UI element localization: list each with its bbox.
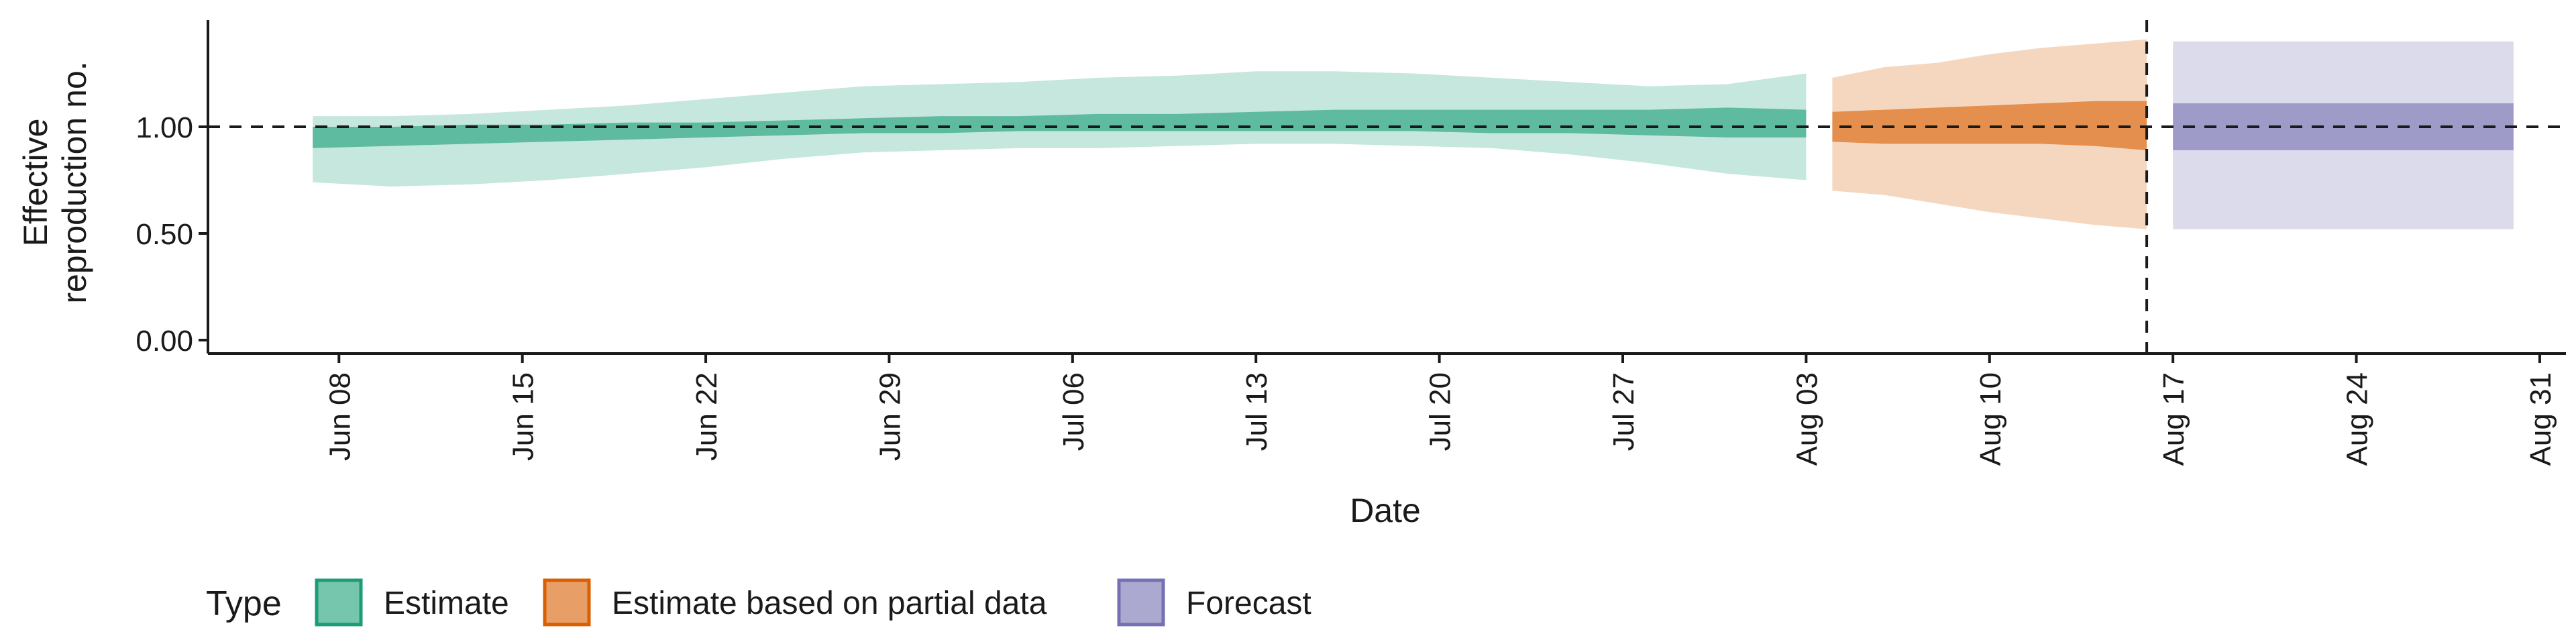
ribbon-inner-estimate-based-on-partial-data bbox=[1832, 101, 2147, 150]
reference-lines bbox=[208, 20, 2566, 354]
y-tick-label: 1.00 bbox=[136, 111, 193, 144]
x-tick-label: Jul 20 bbox=[1424, 372, 1457, 451]
x-tick-label: Aug 10 bbox=[1974, 372, 2007, 466]
x-tick-label: Jul 13 bbox=[1240, 372, 1273, 451]
legend-label-estimate: Estimate bbox=[384, 586, 509, 621]
x-axis-ticks: Jun 08 Jun 15 Jun 22 Jun 29 Jul 06 Jul 13 Jul … bbox=[323, 354, 2557, 466]
x-tick-label: Jun 22 bbox=[690, 372, 723, 461]
legend-key-forecast bbox=[1117, 578, 1165, 627]
y-axis-title-line1: Effective bbox=[17, 119, 54, 247]
y-axis-title-line2: reproduction no. bbox=[56, 61, 93, 303]
x-tick-label: Jun 15 bbox=[507, 372, 540, 461]
x-tick-label: Aug 24 bbox=[2341, 372, 2374, 466]
legend-title: Type bbox=[206, 584, 282, 623]
legend-key-estimate-based-on-partial-data bbox=[543, 578, 591, 627]
y-tick-label: 0.00 bbox=[136, 325, 193, 358]
legend-label-forecast: Forecast bbox=[1186, 586, 1311, 621]
x-tick-label: Jun 29 bbox=[873, 372, 906, 461]
ribbon-inner-estimate bbox=[313, 107, 1807, 148]
y-axis-ticks: 0.00 0.50 1.00 bbox=[136, 111, 208, 358]
x-tick-label: Jun 08 bbox=[323, 372, 356, 461]
x-tick-label: Aug 17 bbox=[2157, 372, 2190, 466]
legend-key-estimate bbox=[315, 578, 363, 627]
x-axis-title: Date bbox=[1350, 492, 1421, 529]
x-tick-label: Aug 03 bbox=[1790, 372, 1823, 466]
legend: Type Estimate Estimate based on partial d… bbox=[206, 578, 1311, 627]
x-tick-label: Jul 27 bbox=[1607, 372, 1640, 451]
legend-label-estimate-based-on-partial-data: Estimate based on partial data bbox=[612, 586, 1047, 621]
ribbon-layer bbox=[313, 39, 2514, 229]
x-tick-label: Aug 31 bbox=[2524, 372, 2557, 466]
x-tick-label: Jul 06 bbox=[1057, 372, 1090, 451]
y-tick-label: 0.50 bbox=[136, 218, 193, 251]
